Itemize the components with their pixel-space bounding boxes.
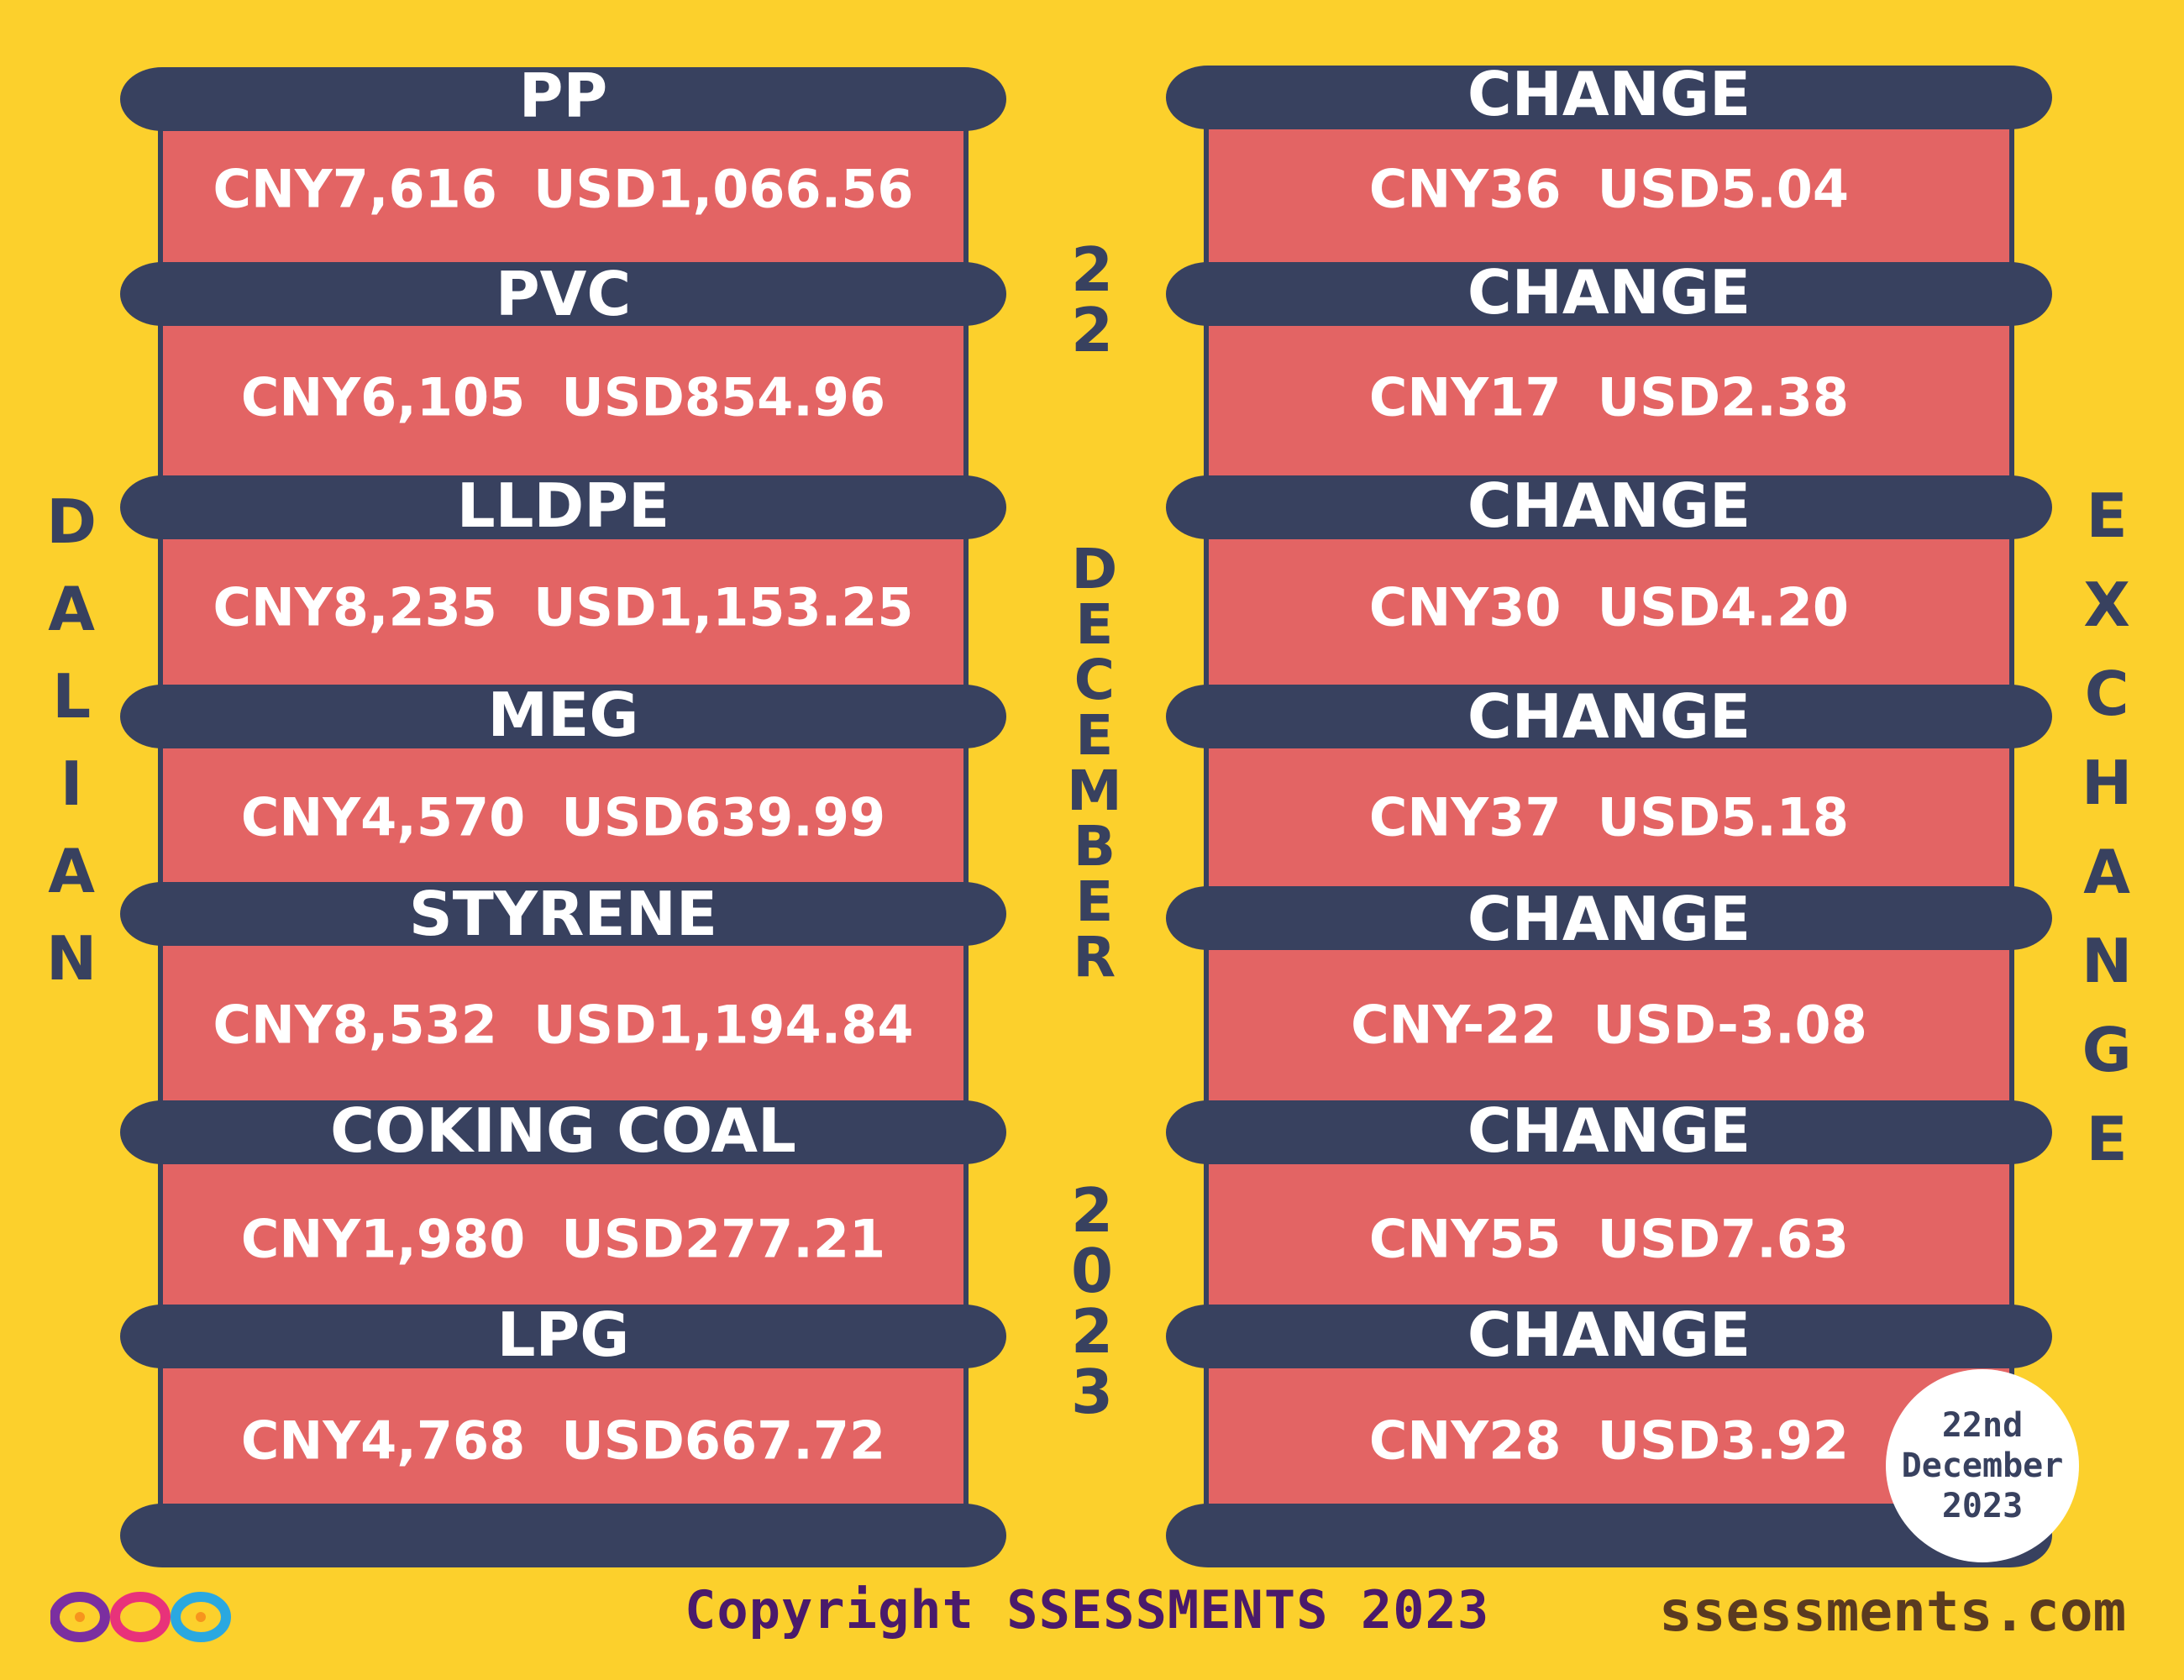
price-cell: CNY6,105 USD854.96 [158,298,969,496]
vertical-letter: E [2086,1104,2128,1174]
vertical-letter: A [48,836,95,906]
date-badge-day: 22nd [1941,1406,2024,1445]
change-value: CNY28 USD3.92 [1368,1410,1850,1472]
vertical-letter: E [2086,480,2128,551]
header-bar [1166,1305,2052,1368]
vertical-letter: C [2084,659,2129,729]
ssessments-logo-icon [50,1592,231,1642]
price-value: CNY4,570 USD639.99 [240,786,886,848]
header-bar [120,1305,1006,1368]
vertical-letter: H [2082,748,2133,818]
header-bar [120,67,1006,131]
header-bar [1166,262,2052,326]
vertical-letter: L [52,661,92,732]
price-cell: CNY8,235 USD1,153.25 [158,508,969,706]
vertical-letter: 0 [1071,1236,1114,1306]
price-value: CNY4,768 USD667.72 [240,1410,886,1472]
vertical-letter: 3 [1071,1357,1114,1427]
price-value: CNY1,980 USD277.21 [240,1208,886,1270]
price-cell: CNY8,532 USD1,194.84 [158,924,969,1126]
vertical-letter: C [1074,648,1116,712]
vertical-letter: N [46,923,97,994]
change-label: CHANGE [1467,1299,1751,1370]
change-label: CHANGE [1467,470,1751,541]
price-value: CNY7,616 USD1,066.56 [213,158,914,220]
vertical-letter: 2 [1071,295,1114,365]
change-value: CNY36 USD5.04 [1368,158,1850,220]
change-label: CHANGE [1467,681,1751,752]
commodity-label: COKING COAL [330,1095,796,1166]
vertical-letter: I [60,748,83,819]
date-badge-year: 2023 [1941,1487,2024,1525]
price-cell: CNY4,570 USD639.99 [158,722,969,911]
header-bar [120,1100,1006,1164]
price-value: CNY8,532 USD1,194.84 [213,994,914,1056]
change-label: CHANGE [1467,884,1751,954]
change-label: CHANGE [1467,59,1751,129]
change-cell: CNY30 USD4.20 [1204,508,2014,706]
price-value: CNY8,235 USD1,153.25 [213,576,914,638]
date-badge-month: December [1901,1446,2064,1485]
vertical-letter: D [46,486,97,557]
footer-bar [120,1504,1006,1567]
change-column: CNY36 USD5.04 CNY17 USD2.38 CNY30 USD4.2… [1166,0,2052,1680]
date-badge: 22nd December 2023 [1886,1369,2079,1562]
change-value: CNY37 USD5.18 [1368,786,1850,848]
header-bar [1166,886,2052,950]
vertical-letter: A [2083,837,2130,907]
header-bar [120,262,1006,326]
vertical-letter: N [2082,926,2133,996]
vertical-letter: R [1073,925,1116,990]
copyright-text: Copyright SSESSMENTS 2023 [685,1579,1490,1641]
vertical-letter: X [2083,570,2130,640]
header-bar [1166,685,2052,748]
change-value: CNY55 USD7.63 [1368,1208,1850,1270]
vertical-letter: M [1067,759,1122,823]
header-bar [1166,1100,2052,1164]
change-cell: CNY37 USD5.18 [1204,722,2014,911]
change-label: CHANGE [1467,257,1751,328]
header-bar [120,685,1006,748]
change-value: CNY17 USD2.38 [1368,366,1850,428]
commodity-label: STYRENE [408,879,718,949]
change-cell: CNY-22 USD-3.08 [1204,924,2014,1126]
vertical-letter: B [1073,814,1116,879]
change-label: CHANGE [1467,1095,1751,1166]
commodity-label: PP [518,60,608,131]
commodity-label: LPG [496,1299,630,1370]
header-bar [120,475,1006,539]
dalian-prices-column: CNY7,616 USD1,066.56 CNY6,105 USD854.96 … [120,0,1006,1680]
header-bar [1166,66,2052,129]
vertical-letter: E [1075,869,1114,934]
header-bar [1166,475,2052,539]
website-link[interactable]: ssessments.com [1659,1579,2127,1644]
change-value: CNY-22 USD-3.08 [1351,994,1867,1056]
vertical-letter: G [2082,1015,2132,1085]
vertical-letter: 2 [1071,1175,1114,1246]
vertical-letter: 2 [1071,234,1114,305]
header-bar [120,882,1006,946]
commodity-label: LLDPE [456,470,670,541]
vertical-letter: A [48,574,95,644]
commodity-label: PVC [495,259,632,329]
change-cell: CNY17 USD2.38 [1204,298,2014,496]
vertical-letter: D [1071,537,1118,601]
vertical-letter: 2 [1071,1296,1114,1367]
commodity-label: MEG [487,680,639,750]
price-value: CNY6,105 USD854.96 [240,366,886,428]
vertical-letter: E [1075,592,1114,657]
change-cell: CNY36 USD5.04 [1204,101,2014,277]
vertical-letter: E [1075,703,1114,768]
change-value: CNY30 USD4.20 [1368,576,1850,638]
